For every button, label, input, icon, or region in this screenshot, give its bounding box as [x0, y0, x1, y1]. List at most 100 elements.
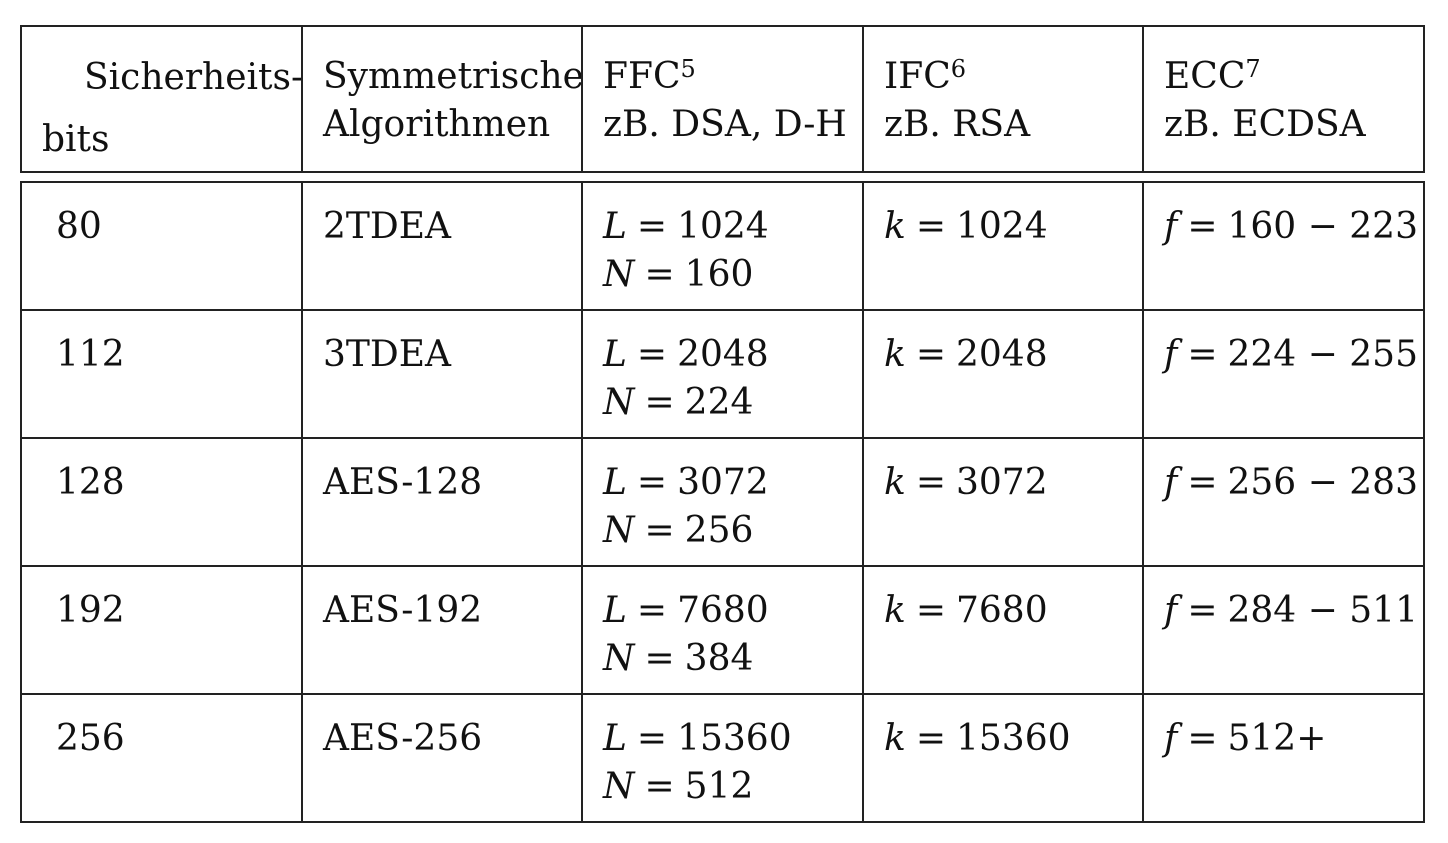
ffc-N-line: N = 160: [603, 251, 842, 299]
ffc-cell: L = 1024 N = 160: [581, 181, 864, 311]
symbol-L: L: [603, 206, 627, 247]
header-row: Sicherheits- bits Symmetrische Algorithm…: [20, 25, 1425, 173]
equals-sign: =: [644, 510, 675, 551]
header-symmetric-line2: Algorithmen: [323, 104, 551, 145]
security-bits-value: 256: [56, 718, 125, 759]
ecc-cell: f = 284 − 511: [1142, 565, 1425, 695]
ffc-L-value: 1024: [677, 206, 769, 247]
symbol-N: N: [603, 638, 635, 679]
symbol-L: L: [603, 718, 627, 759]
symbol-f: f: [1164, 334, 1178, 375]
ffc-N-value: 384: [684, 638, 754, 679]
table-row: 192 AES-192 L = 7680 N = 384 k = 7680 f = 284 − …: [20, 565, 1425, 695]
ecc-f-line: f = 284 − 511: [1164, 587, 1418, 635]
ffc-N-value: 160: [684, 254, 754, 295]
ffc-N-line: N = 512: [603, 763, 842, 811]
ecc-cell: f = 224 − 255: [1142, 309, 1425, 439]
header-symmetric: Symmetrische Algorithmen: [301, 25, 583, 173]
ifc-k-value: 15360: [956, 718, 1071, 759]
ffc-L-line: L = 3072: [603, 459, 842, 507]
symbol-k: k: [884, 334, 906, 375]
security-bits-value: 112: [56, 334, 125, 375]
symbol-k: k: [884, 206, 906, 247]
ecc-cell: f = 160 − 223: [1142, 181, 1425, 311]
table-header: Sicherheits- bits Symmetrische Algorithm…: [20, 25, 1425, 173]
equals-sign: =: [636, 206, 668, 247]
symmetric-value: AES-128: [323, 462, 483, 503]
header-ecc-example: zB. ECDSA: [1164, 104, 1366, 145]
ifc-k-value: 1024: [956, 206, 1048, 247]
symbol-N: N: [603, 510, 635, 551]
symmetric-value: 3TDEA: [323, 334, 452, 375]
security-bits-cell: 80: [20, 181, 303, 311]
security-bits-cell: 192: [20, 565, 303, 695]
symbol-L: L: [603, 334, 627, 375]
ecc-f-line: f = 224 − 255: [1164, 331, 1418, 379]
ffc-L-line: L = 1024: [603, 203, 842, 251]
equals-sign: =: [915, 206, 946, 247]
ffc-L-line: L = 2048: [603, 331, 842, 379]
ffc-cell: L = 3072 N = 256: [581, 437, 864, 567]
ifc-cell: k = 7680: [862, 565, 1144, 695]
header-symmetric-line1: Symmetrische: [323, 56, 582, 97]
equals-sign: =: [644, 254, 675, 295]
ecc-f-value: 256 − 283: [1227, 462, 1418, 503]
equals-sign: =: [636, 718, 668, 759]
ecc-f-line: f = 512+: [1164, 715, 1403, 763]
ifc-k-line: k = 15360: [884, 715, 1122, 763]
ffc-N-value: 256: [684, 510, 754, 551]
symbol-k: k: [884, 462, 906, 503]
symmetric-value: 2TDEA: [323, 206, 452, 247]
ffc-L-value: 3072: [677, 462, 769, 503]
header-security-bits-line2: bits: [42, 119, 110, 160]
ifc-k-line: k = 3072: [884, 459, 1122, 507]
ffc-N-line: N = 224: [603, 379, 842, 427]
ecc-f-value: 284 − 511: [1227, 590, 1418, 631]
ffc-L-line: L = 7680: [603, 587, 842, 635]
ifc-k-value: 7680: [956, 590, 1048, 631]
symbol-k: k: [884, 590, 906, 631]
table-row: 128 AES-128 L = 3072 N = 256 k = 3072 f = 256 − …: [20, 437, 1425, 567]
symmetric-value: AES-192: [323, 590, 483, 631]
equals-sign: =: [915, 462, 946, 503]
equals-sign: =: [1187, 462, 1218, 503]
symbol-f: f: [1164, 462, 1178, 503]
equals-sign: =: [644, 382, 675, 423]
equals-sign: =: [915, 718, 946, 759]
table-row: 256 AES-256 L = 15360 N = 512 k = 15360 f = 512+: [20, 693, 1425, 823]
symmetric-cell: 2TDEA: [301, 181, 583, 311]
equals-sign: =: [915, 590, 946, 631]
symmetric-cell: AES-192: [301, 565, 583, 695]
ffc-N-line: N = 384: [603, 635, 842, 683]
security-bits-value: 128: [56, 462, 125, 503]
header-ffc-label: FFC: [603, 56, 681, 97]
symbol-N: N: [603, 382, 635, 423]
symmetric-cell: AES-128: [301, 437, 583, 567]
table-row: 112 3TDEA L = 2048 N = 224 k = 2048 f = 224 − 25…: [20, 309, 1425, 439]
header-ffc: FFC5 zB. DSA, D-H: [581, 25, 864, 173]
header-ifc-example: zB. RSA: [884, 104, 1031, 145]
equals-sign: =: [1187, 590, 1218, 631]
symbol-f: f: [1164, 590, 1178, 631]
header-ecc: ECC7 zB. ECDSA: [1142, 25, 1425, 173]
ffc-N-line: N = 256: [603, 507, 842, 555]
header-ifc: IFC6 zB. RSA: [862, 25, 1144, 173]
ffc-L-line: L = 15360: [603, 715, 842, 763]
header-ffc-example: zB. DSA, D-H: [603, 104, 847, 145]
ifc-k-line: k = 2048: [884, 331, 1122, 379]
ffc-cell: L = 7680 N = 384: [581, 565, 864, 695]
symbol-k: k: [884, 718, 906, 759]
ifc-k-line: k = 1024: [884, 203, 1122, 251]
symbol-L: L: [603, 590, 627, 631]
ffc-cell: L = 2048 N = 224: [581, 309, 864, 439]
ifc-cell: k = 2048: [862, 309, 1144, 439]
ifc-cell: k = 15360: [862, 693, 1144, 823]
security-bits-cell: 128: [20, 437, 303, 567]
ifc-k-value: 2048: [956, 334, 1048, 375]
symmetric-cell: AES-256: [301, 693, 583, 823]
symmetric-cell: 3TDEA: [301, 309, 583, 439]
equals-sign: =: [636, 334, 668, 375]
table-body: 80 2TDEA L = 1024 N = 160 k = 1024 f = 160 − 223…: [20, 181, 1425, 823]
symmetric-value: AES-256: [323, 718, 483, 759]
equals-sign: =: [636, 462, 668, 503]
